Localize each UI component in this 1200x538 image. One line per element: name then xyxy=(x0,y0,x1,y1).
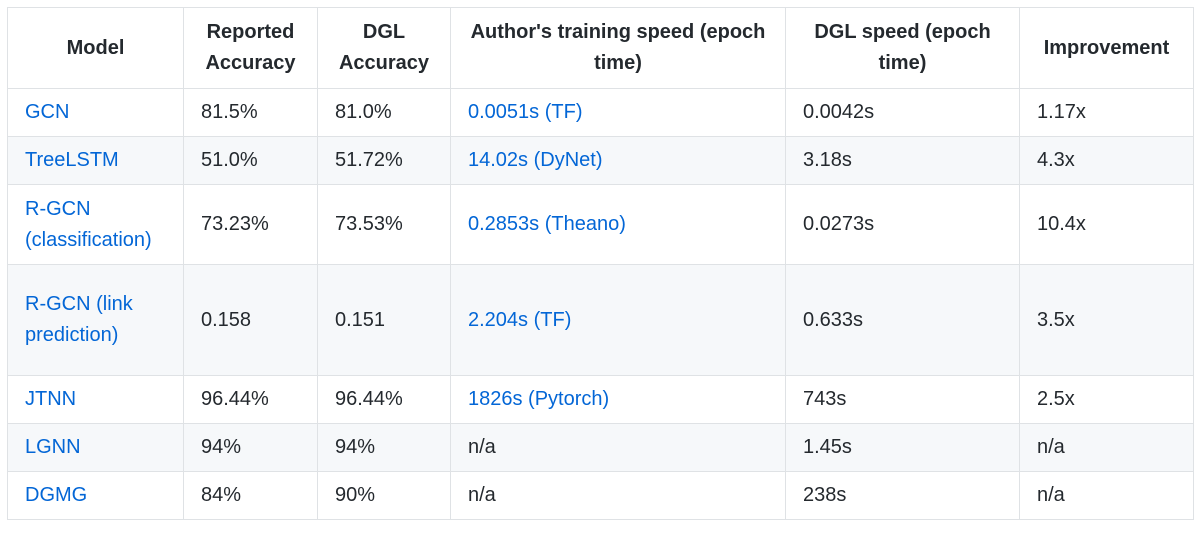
table-row: LGNN 94% 94% n/a 1.45s n/a xyxy=(7,423,1194,472)
improvement-cell: 10.4x xyxy=(1019,184,1194,265)
dgl-accuracy-cell: 73.53% xyxy=(317,184,451,265)
reported-accuracy-cell: 81.5% xyxy=(183,88,318,137)
header-dgl-speed: DGL speed (epoch time) xyxy=(785,7,1020,89)
dgl-speed-cell: 1.45s xyxy=(785,423,1020,472)
dgl-speed-cell: 238s xyxy=(785,471,1020,520)
dgl-speed-cell: 0.0042s xyxy=(785,88,1020,137)
author-speed-cell: n/a xyxy=(450,471,786,520)
dgl-speed-cell: 0.633s xyxy=(785,264,1020,376)
model-link-rgcn-link-prediction[interactable]: R-GCN (link prediction) xyxy=(25,293,133,346)
table-row: JTNN 96.44% 96.44% 1826s (Pytorch) 743s … xyxy=(7,375,1194,424)
dgl-speed-cell: 3.18s xyxy=(785,136,1020,185)
model-link-jtnn[interactable]: JTNN xyxy=(25,388,77,410)
header-row: Model Reported Accuracy DGL Accuracy Aut… xyxy=(7,7,1194,89)
improvement-cell: 2.5x xyxy=(1019,375,1194,424)
header-reported-accuracy: Reported Accuracy xyxy=(183,7,318,89)
table-row: DGMG 84% 90% n/a 238s n/a xyxy=(7,471,1194,520)
dgl-accuracy-cell: 94% xyxy=(317,423,451,472)
header-author-speed: Author's training speed (epoch time) xyxy=(450,7,786,89)
dgl-speed-cell: 0.0273s xyxy=(785,184,1020,265)
benchmark-table: Model Reported Accuracy DGL Accuracy Aut… xyxy=(7,7,1194,520)
improvement-cell: 4.3x xyxy=(1019,136,1194,185)
reported-accuracy-cell: 84% xyxy=(183,471,318,520)
author-speed-cell: n/a xyxy=(450,423,786,472)
author-speed-link[interactable]: 0.2853s (Theano) xyxy=(468,213,626,235)
dgl-accuracy-cell: 51.72% xyxy=(317,136,451,185)
reported-accuracy-cell: 96.44% xyxy=(183,375,318,424)
table-row: GCN 81.5% 81.0% 0.0051s (TF) 0.0042s 1.1… xyxy=(7,88,1194,137)
header-improvement: Improvement xyxy=(1019,7,1194,89)
model-link-treelstm[interactable]: TreeLSTM xyxy=(25,149,119,171)
reported-accuracy-cell: 73.23% xyxy=(183,184,318,265)
header-dgl-accuracy: DGL Accuracy xyxy=(317,7,451,89)
model-link-lgnn[interactable]: LGNN xyxy=(25,436,81,458)
author-speed-link[interactable]: 2.204s (TF) xyxy=(468,308,572,331)
model-link-gcn[interactable]: GCN xyxy=(25,101,70,123)
improvement-cell: n/a xyxy=(1019,423,1194,472)
author-speed-link[interactable]: 0.0051s (TF) xyxy=(468,101,583,123)
dgl-accuracy-cell: 81.0% xyxy=(317,88,451,137)
author-speed-link[interactable]: 1826s (Pytorch) xyxy=(468,388,610,410)
dgl-accuracy-cell: 90% xyxy=(317,471,451,520)
reported-accuracy-cell: 51.0% xyxy=(183,136,318,185)
improvement-cell: n/a xyxy=(1019,471,1194,520)
dgl-speed-cell: 743s xyxy=(785,375,1020,424)
improvement-cell: 3.5x xyxy=(1019,264,1194,376)
table-row: TreeLSTM 51.0% 51.72% 14.02s (DyNet) 3.1… xyxy=(7,136,1194,185)
model-link-rgcn-classification[interactable]: R-GCN (classification) xyxy=(25,197,152,251)
dgl-accuracy-cell: 96.44% xyxy=(317,375,451,424)
reported-accuracy-cell: 0.158 xyxy=(183,264,318,376)
reported-accuracy-cell: 94% xyxy=(183,423,318,472)
header-model: Model xyxy=(7,7,184,89)
model-link-dgmg[interactable]: DGMG xyxy=(25,484,88,506)
author-speed-link[interactable]: 14.02s (DyNet) xyxy=(468,149,603,171)
table-row: R-GCN (link prediction) 0.158 0.151 2.20… xyxy=(7,264,1194,376)
improvement-cell: 1.17x xyxy=(1019,88,1194,137)
dgl-accuracy-cell: 0.151 xyxy=(317,264,451,376)
table-row: R-GCN (classification) 73.23% 73.53% 0.2… xyxy=(7,184,1194,265)
